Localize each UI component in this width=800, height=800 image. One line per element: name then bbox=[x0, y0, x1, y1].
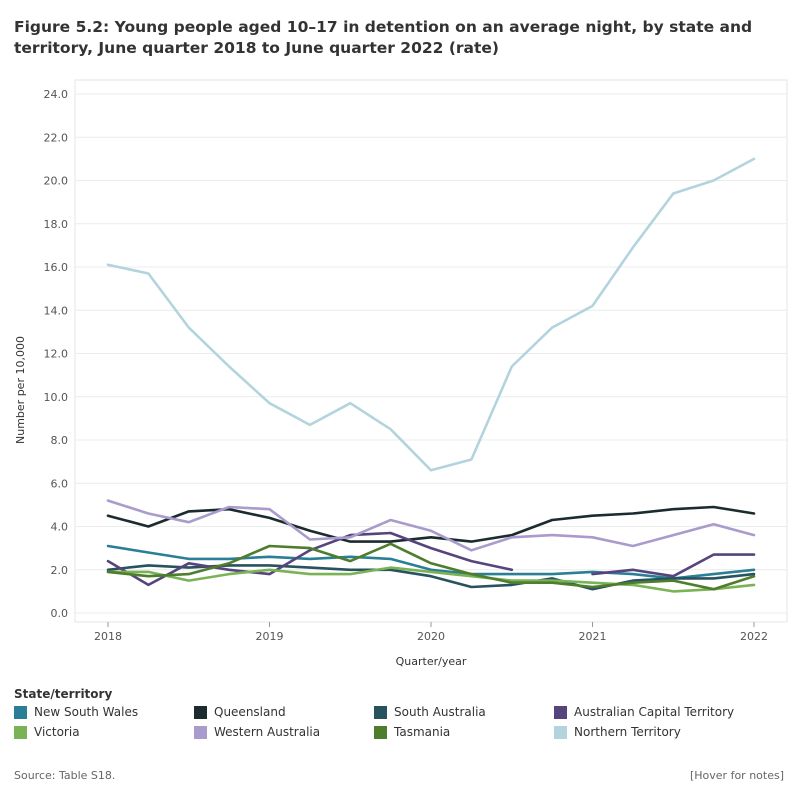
hover-notes-link[interactable]: [Hover for notes] bbox=[689, 769, 784, 782]
series-line-northern-territory[interactable] bbox=[106, 157, 756, 472]
y-tick-label: 4.0 bbox=[51, 521, 69, 534]
y-axis: 0.0 2.0 4.0 6.0 8.0 10.0 12.0 14.0 16.0 18.0 20.0 2… bbox=[44, 88, 69, 620]
legend-label: New South Wales bbox=[34, 705, 139, 719]
y-tick-label: 24.0 bbox=[44, 88, 69, 101]
y-tick-label: 10.0 bbox=[44, 391, 69, 404]
y-tick-label: 18.0 bbox=[44, 218, 69, 231]
legend-swatch bbox=[194, 705, 207, 719]
source-note: Source: Table S18. bbox=[14, 769, 116, 782]
legend-label: South Australia bbox=[394, 705, 486, 719]
legend-title: State/territory bbox=[14, 687, 113, 701]
legend-item-queensland[interactable]: Queensland bbox=[194, 705, 374, 719]
legend-item-victoria[interactable]: Victoria bbox=[14, 725, 194, 739]
y-tick-label: 12.0 bbox=[44, 348, 69, 361]
legend-item-tasmania[interactable]: Tasmania bbox=[374, 725, 554, 739]
y-tick-label: 6.0 bbox=[51, 477, 69, 490]
legend-item-northern-territory[interactable]: Northern Territory bbox=[554, 725, 774, 739]
y-axis-label: Number per 10,000 bbox=[14, 336, 27, 444]
chart-title: Figure 5.2: Young people aged 10–17 in d… bbox=[14, 18, 753, 57]
legend-swatch bbox=[374, 725, 387, 739]
legend-label: Victoria bbox=[34, 725, 80, 739]
legend-item-western-australia[interactable]: Western Australia bbox=[194, 725, 374, 739]
y-tick-label: 22.0 bbox=[44, 131, 69, 144]
legend-item-south-australia[interactable]: South Australia bbox=[374, 705, 554, 719]
series-line-queensland[interactable] bbox=[106, 505, 756, 543]
legend-swatch bbox=[554, 705, 567, 719]
legend-label: Queensland bbox=[214, 705, 286, 719]
x-tick-label: 2022 bbox=[740, 630, 768, 643]
series-line-new-south-wales[interactable] bbox=[106, 544, 756, 580]
series-line-western-australia[interactable] bbox=[106, 499, 756, 552]
legend-swatch bbox=[374, 705, 387, 719]
y-tick-label: 2.0 bbox=[51, 564, 69, 577]
series-line-tasmania[interactable] bbox=[106, 542, 756, 591]
x-tick-label: 2020 bbox=[417, 630, 445, 643]
legend: New South Wales Queensland South Australia… bbox=[14, 705, 794, 739]
legend-swatch bbox=[194, 725, 207, 739]
y-tick-label: 0.0 bbox=[51, 607, 69, 620]
legend-item-new-south-wales[interactable]: New South Wales bbox=[14, 705, 194, 719]
x-axis: 2018 2019 2020 2021 2022 bbox=[94, 622, 768, 643]
legend-label: Western Australia bbox=[214, 725, 321, 739]
series-line-australian-capital-territory[interactable] bbox=[106, 531, 756, 587]
grid-lines bbox=[74, 79, 788, 623]
legend-swatch bbox=[14, 725, 27, 739]
legend-label: Northern Territory bbox=[574, 725, 681, 739]
legend-label: Tasmania bbox=[394, 725, 451, 739]
y-tick-label: 20.0 bbox=[44, 175, 69, 188]
legend-label: Australian Capital Territory bbox=[574, 705, 735, 719]
series-line-victoria[interactable] bbox=[106, 566, 756, 593]
legend-swatch bbox=[554, 725, 567, 739]
x-tick-label: 2021 bbox=[579, 630, 607, 643]
y-tick-label: 16.0 bbox=[44, 261, 69, 274]
line-chart: 0.0 2.0 4.0 6.0 8.0 10.0 12.0 14.0 16.0 18.0 20.0 2… bbox=[44, 79, 788, 668]
legend-swatch bbox=[14, 705, 27, 719]
x-axis-label: Quarter/year bbox=[396, 655, 467, 668]
plot-frame bbox=[74, 79, 788, 623]
y-tick-label: 14.0 bbox=[44, 304, 69, 317]
series-lines bbox=[106, 157, 756, 593]
y-tick-label: 8.0 bbox=[51, 434, 69, 447]
x-tick-label: 2019 bbox=[256, 630, 284, 643]
legend-item-australian-capital-territory[interactable]: Australian Capital Territory bbox=[554, 705, 774, 719]
x-tick-label: 2018 bbox=[94, 630, 122, 643]
